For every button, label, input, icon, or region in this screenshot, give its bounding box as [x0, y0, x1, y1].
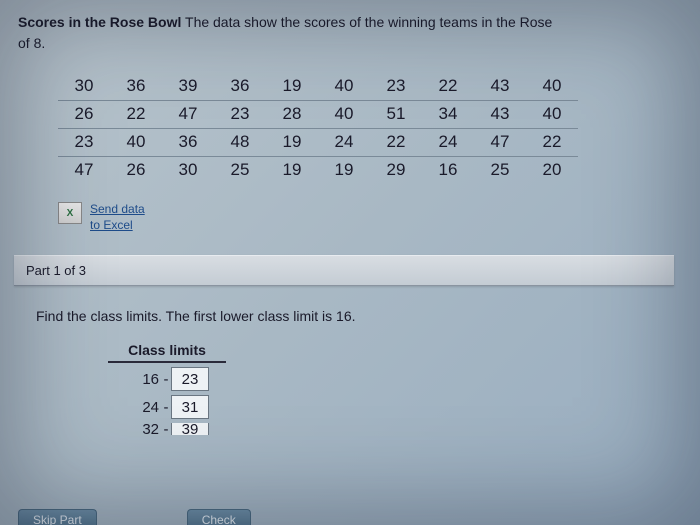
data-cell: 43 — [474, 100, 526, 128]
class-limit-row: 32- — [108, 423, 226, 435]
data-cell: 25 — [214, 156, 266, 184]
data-cell: 26 — [58, 100, 110, 128]
title-line2: of 8. — [18, 35, 45, 51]
data-cell: 28 — [266, 100, 318, 128]
data-cell: 22 — [370, 128, 422, 156]
data-cell: 22 — [422, 72, 474, 100]
data-cell: 23 — [214, 100, 266, 128]
check-button[interactable]: Check — [187, 509, 251, 525]
data-cell: 48 — [214, 128, 266, 156]
data-cell: 24 — [318, 128, 370, 156]
data-cell: 24 — [422, 128, 474, 156]
class-limits-section: Class limits 16-24-32- — [108, 342, 700, 435]
data-cell: 29 — [370, 156, 422, 184]
data-cell: 47 — [474, 128, 526, 156]
data-cell: 40 — [526, 100, 578, 128]
class-upper-input[interactable] — [171, 395, 209, 419]
data-cell: 30 — [162, 156, 214, 184]
bottom-buttons: Skip Part Check — [18, 509, 251, 525]
send-to-excel[interactable]: X Send data to Excel — [58, 202, 700, 233]
data-cell: 22 — [110, 100, 162, 128]
data-cell: 26 — [110, 156, 162, 184]
data-cell: 25 — [474, 156, 526, 184]
data-cell: 47 — [58, 156, 110, 184]
data-cell: 40 — [318, 72, 370, 100]
problem-header: Scores in the Rose Bowl The data show th… — [18, 12, 700, 54]
data-cell: 19 — [266, 128, 318, 156]
excel-icon: X — [58, 202, 82, 224]
data-cell: 39 — [162, 72, 214, 100]
class-upper-input[interactable] — [171, 367, 209, 391]
to-excel-link[interactable]: to Excel — [90, 218, 133, 232]
excel-links: Send data to Excel — [90, 202, 145, 233]
data-cell: 19 — [318, 156, 370, 184]
class-lower: 24 — [125, 399, 161, 416]
data-cell: 36 — [162, 128, 214, 156]
title-bold: Scores in the Rose Bowl — [18, 14, 181, 30]
data-cell: 36 — [214, 72, 266, 100]
data-cell: 16 — [422, 156, 474, 184]
data-cell: 40 — [526, 72, 578, 100]
data-cell: 23 — [370, 72, 422, 100]
data-cell: 40 — [318, 100, 370, 128]
dash: - — [161, 423, 171, 435]
data-cell: 34 — [422, 100, 474, 128]
data-cell: 43 — [474, 72, 526, 100]
data-cell: 40 — [110, 128, 162, 156]
data-cell: 19 — [266, 156, 318, 184]
skip-part-button[interactable]: Skip Part — [18, 509, 97, 525]
data-cell: 22 — [526, 128, 578, 156]
data-cell: 47 — [162, 100, 214, 128]
part-indicator: Part 1 of 3 — [14, 255, 674, 286]
class-upper-input[interactable] — [171, 423, 209, 435]
instruction-text: Find the class limits. The first lower c… — [36, 308, 700, 324]
data-cell: 23 — [58, 128, 110, 156]
class-lower: 32 — [125, 423, 161, 435]
dash: - — [161, 399, 171, 416]
class-limit-row: 24- — [108, 395, 226, 419]
class-lower: 16 — [125, 371, 161, 388]
data-cell: 20 — [526, 156, 578, 184]
data-cell: 36 — [110, 72, 162, 100]
class-limit-row: 16- — [108, 367, 226, 391]
class-limits-header: Class limits — [108, 342, 226, 363]
send-data-link[interactable]: Send data — [90, 202, 145, 216]
data-cell: 30 — [58, 72, 110, 100]
dash: - — [161, 371, 171, 388]
data-cell: 51 — [370, 100, 422, 128]
data-cell: 19 — [266, 72, 318, 100]
data-grid: 3036393619402322434026224723284051344340… — [58, 72, 700, 184]
title-rest: The data show the scores of the winning … — [181, 14, 552, 30]
